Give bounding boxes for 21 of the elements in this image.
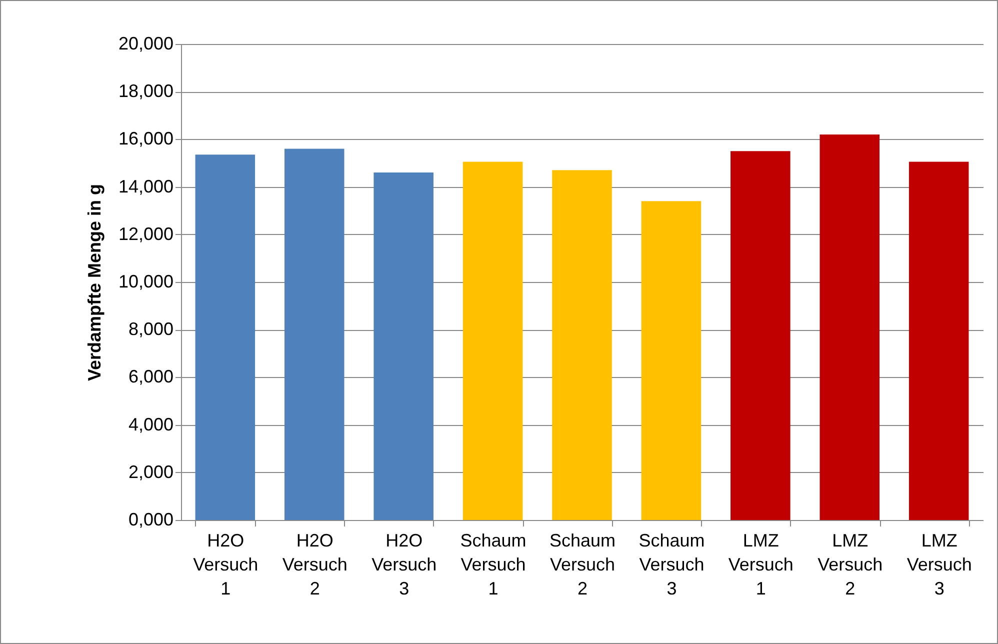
y-tick-label: 14,000 [118,176,174,196]
x-tick-label: LMZ Versuch 3 [906,530,972,598]
x-tick-label: LMZ Versuch 2 [818,530,883,598]
y-tick-label: 8,000 [128,319,174,340]
y-tick-label: 4,000 [128,414,174,434]
y-tick-label: 0,000 [128,510,174,530]
x-tick-label: LMZ Versuch 1 [728,530,794,598]
y-tick-label: 2,000 [128,462,174,482]
x-tick-label: Schaum Versuch 1 [460,530,526,598]
y-tick-label: 6,000 [128,366,174,387]
x-tick-label: H2O Versuch 2 [282,530,348,598]
y-axis-title: Verdampfte Menge in g [84,184,104,382]
y-tick-label: 18,000 [118,81,174,102]
y-tick-label: 10,000 [118,272,174,292]
x-tick-label: H2O Versuch 1 [193,530,258,598]
x-tick-label: Schaum Versuch 3 [638,530,705,598]
x-tick-label: Schaum Versuch 2 [549,530,616,598]
y-tick-label: 12,000 [118,224,174,244]
x-tick-label: H2O Versuch 3 [372,530,437,598]
y-tick-label: 16,000 [118,128,174,149]
y-tick-label: 20,000 [118,34,174,54]
